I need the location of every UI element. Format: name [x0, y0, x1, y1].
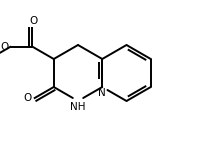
Text: O: O [29, 16, 37, 26]
Text: O: O [24, 93, 32, 103]
Text: O: O [0, 42, 9, 52]
Text: NH: NH [70, 102, 86, 112]
Text: N: N [98, 88, 106, 98]
